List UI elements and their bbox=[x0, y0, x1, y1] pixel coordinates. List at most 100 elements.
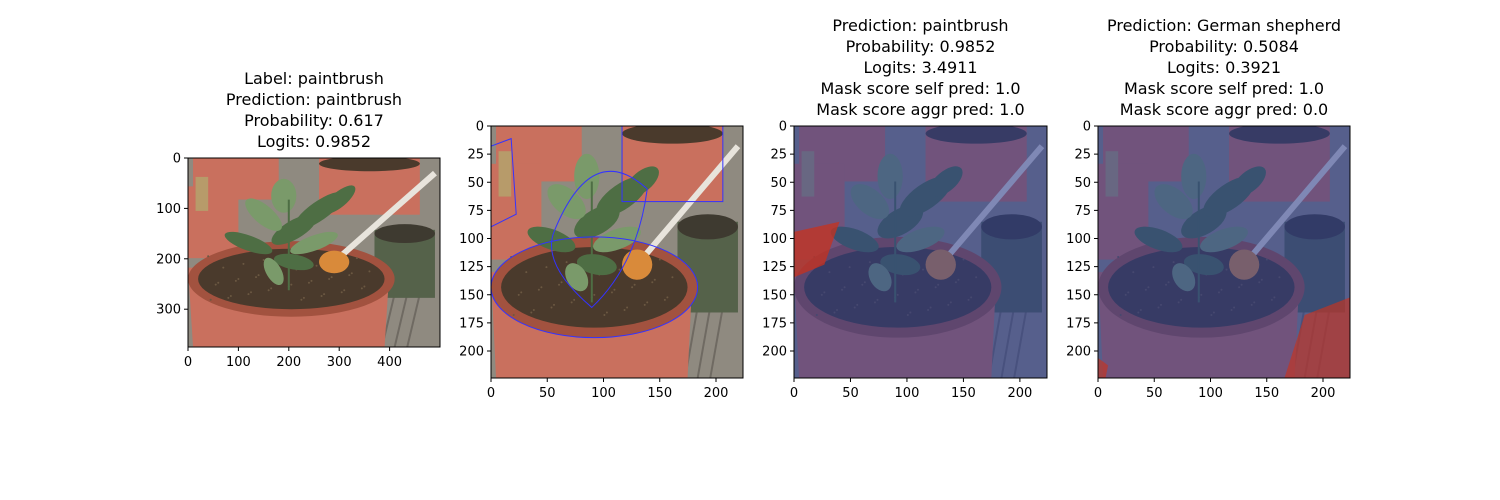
plant-leaf bbox=[323, 185, 356, 214]
x-tick-label: 50 bbox=[1146, 386, 1163, 401]
y-tick-label: 200 bbox=[762, 345, 787, 360]
y-tick-label: 25 bbox=[1074, 148, 1091, 163]
x-tick-label: 100 bbox=[895, 386, 920, 401]
x-tick-label: 0 bbox=[1094, 386, 1102, 401]
plant-leaf bbox=[576, 254, 617, 276]
brush-handle bbox=[634, 144, 741, 267]
x-tick-label: 0 bbox=[184, 355, 192, 370]
axes-frame bbox=[490, 125, 744, 379]
x-tick-label: 200 bbox=[704, 386, 729, 401]
plant-leaf bbox=[245, 198, 283, 231]
title-line: Mask score self pred: 1.0 bbox=[1123, 79, 1325, 98]
title-line: Probability: 0.9852 bbox=[845, 37, 996, 56]
image bbox=[491, 126, 743, 378]
title-line: Prediction: paintbrush bbox=[832, 16, 1009, 35]
y-tick-label: 200 bbox=[1066, 345, 1091, 360]
y-tick-label: 0 bbox=[476, 120, 484, 135]
title-line: Probability: 0.617 bbox=[244, 111, 384, 130]
y-tick-label: 75 bbox=[1074, 204, 1091, 219]
image bbox=[1098, 126, 1350, 378]
x-tick-label: 150 bbox=[951, 386, 976, 401]
plant-leaf bbox=[271, 178, 297, 213]
contour-plant bbox=[550, 170, 648, 309]
plant-leaf bbox=[290, 231, 338, 255]
plant-leaf bbox=[547, 184, 586, 220]
y-tick-label: 50 bbox=[1074, 176, 1091, 191]
image bbox=[794, 126, 1047, 378]
y-tick-label: 175 bbox=[762, 316, 787, 331]
x-tick-label: 400 bbox=[377, 355, 402, 370]
axes-frame bbox=[187, 157, 441, 348]
plant-leaf bbox=[565, 263, 589, 292]
plant-leaf bbox=[224, 231, 273, 255]
y-tick-label: 75 bbox=[467, 204, 484, 219]
y-tick-label: 200 bbox=[459, 345, 484, 360]
y-tick-label: 175 bbox=[1066, 316, 1091, 331]
contour-pot bbox=[491, 236, 699, 339]
y-tick-label: 50 bbox=[770, 176, 787, 191]
contour-back-pot bbox=[621, 126, 724, 203]
x-tick-label: 200 bbox=[1007, 386, 1032, 401]
y-tick-label: 75 bbox=[770, 204, 787, 219]
mask-region bbox=[1284, 297, 1350, 378]
plant-leaf bbox=[574, 153, 600, 200]
axes-frame bbox=[1097, 125, 1351, 379]
y-tick-label: 200 bbox=[156, 252, 181, 267]
x-tick-label: 200 bbox=[1311, 386, 1336, 401]
title-line: Label: paintbrush bbox=[244, 69, 384, 88]
brush-tip bbox=[622, 249, 653, 280]
x-tick-label: 100 bbox=[1198, 386, 1223, 401]
mask-region bbox=[1098, 357, 1109, 378]
x-tick-label: 300 bbox=[327, 355, 352, 370]
x-tick-label: 50 bbox=[539, 386, 556, 401]
y-tick-label: 300 bbox=[156, 303, 181, 318]
title-line: Mask score aggr pred: 1.0 bbox=[816, 100, 1025, 119]
y-tick-label: 25 bbox=[467, 148, 484, 163]
subplot-title: Prediction: paintbrush Probability: 0.985… bbox=[816, 15, 1024, 120]
image bbox=[188, 158, 440, 347]
contour-side bbox=[491, 137, 517, 228]
title-line: Probability: 0.5084 bbox=[1149, 37, 1299, 56]
title-line: Prediction: paintbrush bbox=[225, 90, 403, 109]
y-tick-label: 150 bbox=[1066, 288, 1091, 303]
x-tick-label: 100 bbox=[591, 386, 616, 401]
plant-leaf bbox=[263, 257, 284, 286]
plant-leaf bbox=[273, 253, 314, 271]
x-tick-label: 150 bbox=[647, 386, 672, 401]
x-tick-label: 0 bbox=[790, 386, 798, 401]
plant-marker bbox=[195, 176, 209, 211]
y-tick-label: 150 bbox=[762, 288, 787, 303]
y-tick-label: 125 bbox=[459, 260, 484, 275]
subplot-title: Label: paintbrush Prediction: paintbrush P… bbox=[226, 68, 402, 152]
plant-marker bbox=[498, 151, 512, 197]
y-tick-label: 0 bbox=[779, 120, 787, 135]
title-line: Prediction: German shepherd bbox=[1106, 16, 1342, 35]
plant-leaf bbox=[625, 166, 659, 197]
x-tick-label: 100 bbox=[226, 355, 251, 370]
mask-overlay bbox=[794, 126, 1047, 378]
brush-tip bbox=[319, 250, 350, 274]
axes-frame bbox=[793, 125, 1048, 379]
brush-handle bbox=[332, 170, 437, 265]
y-tick-label: 50 bbox=[467, 176, 484, 191]
y-tick-label: 125 bbox=[762, 260, 787, 275]
y-tick-label: 100 bbox=[459, 232, 484, 247]
y-tick-label: 150 bbox=[459, 288, 484, 303]
subplot-title: Prediction: German shepherd Probability: … bbox=[1107, 15, 1341, 120]
x-tick-label: 200 bbox=[276, 355, 301, 370]
y-tick-label: 175 bbox=[459, 316, 484, 331]
x-tick-label: 150 bbox=[1254, 386, 1279, 401]
title-line: Logits: 3.4911 bbox=[863, 58, 978, 77]
plant-leaf bbox=[593, 226, 641, 253]
y-tick-label: 100 bbox=[1066, 232, 1091, 247]
y-tick-label: 125 bbox=[1066, 260, 1091, 275]
x-tick-label: 0 bbox=[487, 386, 495, 401]
y-tick-label: 0 bbox=[1083, 120, 1091, 135]
y-tick-label: 100 bbox=[762, 232, 787, 247]
mask-region bbox=[794, 221, 840, 278]
y-tick-label: 100 bbox=[156, 202, 181, 217]
title-line: Mask score aggr pred: 0.0 bbox=[1119, 100, 1329, 119]
